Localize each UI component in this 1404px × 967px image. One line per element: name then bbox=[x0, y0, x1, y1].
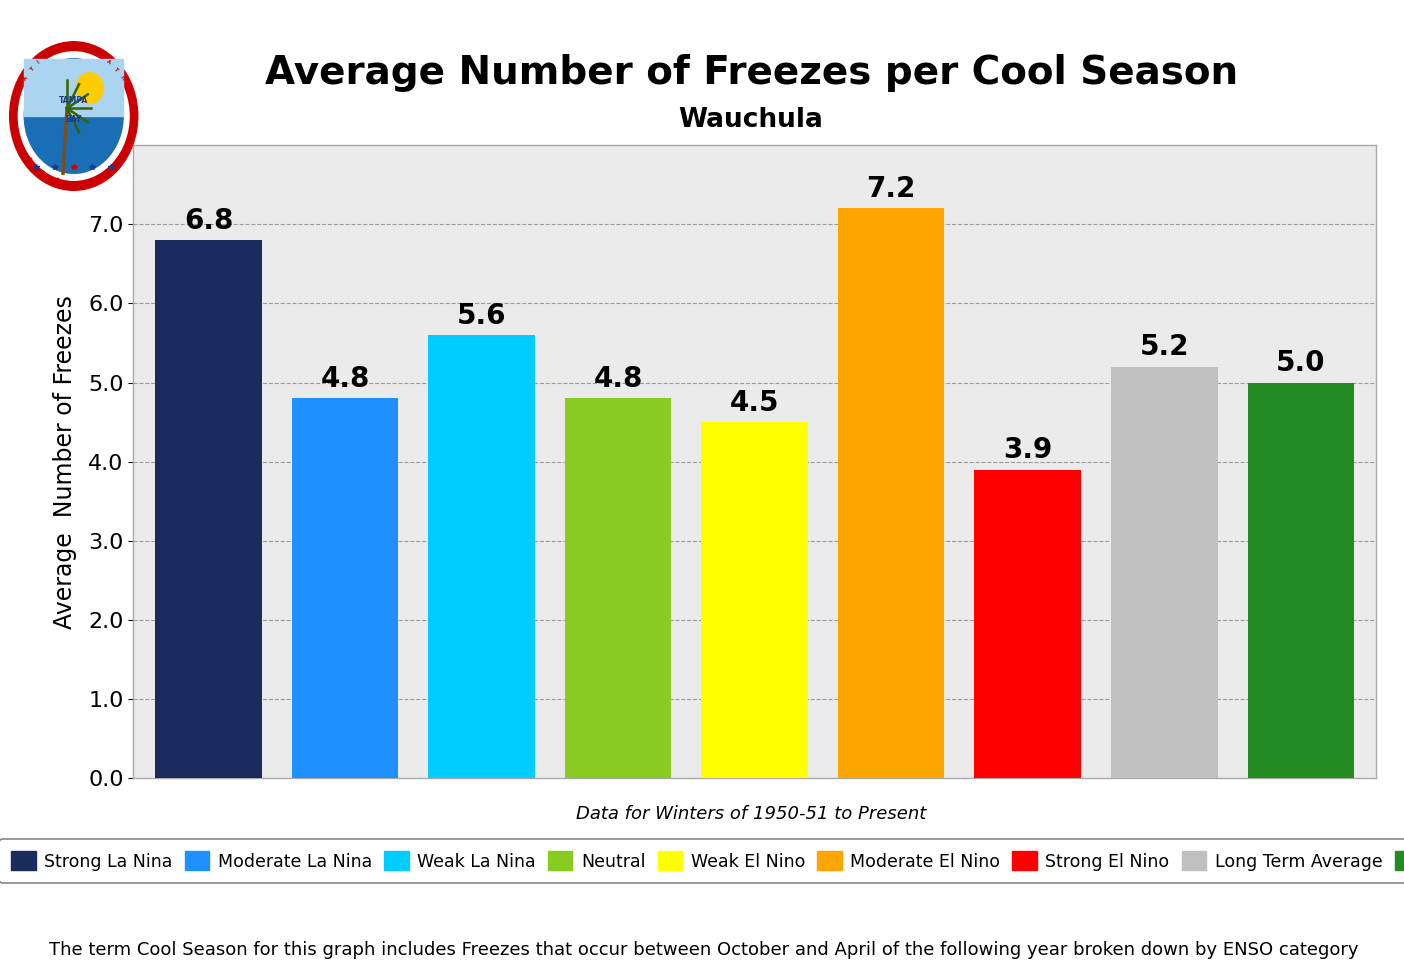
Text: A: A bbox=[105, 59, 112, 66]
Text: 4.8: 4.8 bbox=[594, 365, 643, 393]
Text: Data for Winters of 1950-51 to Present: Data for Winters of 1950-51 to Present bbox=[576, 806, 927, 823]
Circle shape bbox=[18, 52, 129, 180]
Bar bbox=[564, 398, 671, 778]
Circle shape bbox=[10, 42, 138, 190]
Text: T: T bbox=[28, 67, 35, 73]
Text: L: L bbox=[72, 46, 76, 51]
Text: 5.6: 5.6 bbox=[456, 302, 507, 330]
Text: 4.8: 4.8 bbox=[320, 365, 369, 393]
Text: 3.9: 3.9 bbox=[1002, 436, 1053, 464]
Text: V: V bbox=[72, 181, 76, 186]
Text: A: A bbox=[62, 46, 67, 52]
Text: Wauchula: Wauchula bbox=[678, 107, 824, 132]
Text: A: A bbox=[22, 75, 29, 81]
Text: N: N bbox=[18, 84, 24, 91]
Bar bbox=[156, 240, 261, 778]
Circle shape bbox=[24, 59, 124, 173]
Text: 4.5: 4.5 bbox=[730, 389, 779, 417]
Text: W: W bbox=[88, 49, 95, 55]
Text: 7.2: 7.2 bbox=[866, 175, 915, 203]
Text: Average Number of Freezes per Cool Season: Average Number of Freezes per Cool Seaso… bbox=[264, 54, 1238, 93]
Bar bbox=[974, 470, 1081, 778]
Legend: Strong La Nina, Moderate La Nina, Weak La Nina, Neutral, Weak El Nino, Moderate : Strong La Nina, Moderate La Nina, Weak L… bbox=[0, 839, 1404, 883]
Text: N: N bbox=[52, 49, 58, 55]
Circle shape bbox=[24, 59, 124, 173]
Text: 5.2: 5.2 bbox=[1140, 334, 1189, 362]
Bar bbox=[1248, 383, 1353, 778]
Text: I: I bbox=[37, 60, 41, 65]
Bar bbox=[702, 423, 807, 778]
Text: TAMPA: TAMPA bbox=[59, 96, 88, 105]
Text: BAY: BAY bbox=[66, 115, 81, 124]
Bar bbox=[838, 208, 945, 778]
Bar bbox=[292, 398, 399, 778]
Text: H: H bbox=[118, 74, 125, 81]
Circle shape bbox=[76, 73, 102, 103]
Text: E: E bbox=[115, 157, 121, 162]
Text: E: E bbox=[124, 85, 129, 90]
Text: E: E bbox=[39, 169, 45, 175]
Polygon shape bbox=[24, 59, 124, 116]
Text: O: O bbox=[44, 53, 49, 60]
Text: The term Cool Season for this graph includes Freezes that occur between October : The term Cool Season for this graph incl… bbox=[49, 941, 1359, 958]
Y-axis label: Average  Number of Freezes: Average Number of Freezes bbox=[53, 295, 77, 629]
Text: 6.8: 6.8 bbox=[184, 207, 233, 235]
Text: T: T bbox=[112, 67, 119, 73]
Text: E: E bbox=[98, 53, 104, 60]
Text: C: C bbox=[102, 169, 108, 175]
Text: S: S bbox=[27, 157, 32, 162]
Bar bbox=[428, 336, 535, 778]
Text: 5.0: 5.0 bbox=[1276, 349, 1325, 377]
Text: R: R bbox=[55, 178, 60, 184]
Bar bbox=[1111, 366, 1217, 778]
Text: I: I bbox=[88, 178, 93, 183]
